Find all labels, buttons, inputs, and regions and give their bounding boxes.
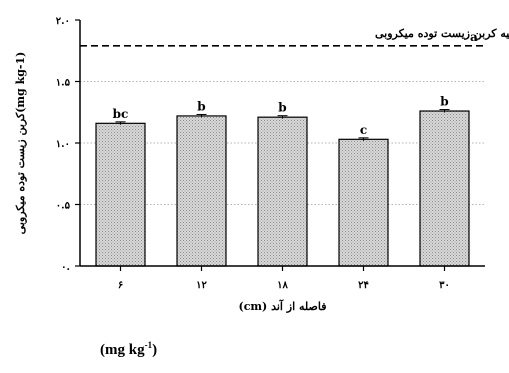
grid-lines bbox=[80, 81, 485, 205]
y-ticks: ۰. ۰.۵ ۱.۰ ۱.۵ ۲.۰ bbox=[56, 16, 80, 273]
y-tick-label-4: ۲.۰ bbox=[56, 16, 70, 27]
footer-unit-label: (mg kg-1) bbox=[100, 340, 157, 359]
y-tick-label-0: ۰. bbox=[61, 262, 70, 273]
footer-unit-superscript: -1 bbox=[144, 340, 153, 350]
x-tick-label-3: ۲۴ bbox=[358, 280, 369, 291]
reference-line-group: مقدار اولیه کربن زیست توده میکروبی a bbox=[80, 27, 509, 47]
bar-0 bbox=[95, 122, 146, 267]
significance-letter-1: b bbox=[197, 99, 205, 113]
bar-4 bbox=[419, 110, 470, 267]
x-axis-title: فاصله از آند (cm) bbox=[238, 299, 326, 313]
y-axis-title: (mg kg-1)کربن زیست توده میکروبی bbox=[14, 52, 27, 235]
significance-letter-0: bc bbox=[113, 107, 129, 121]
reference-line-label: مقدار اولیه کربن زیست توده میکروبی bbox=[375, 27, 509, 40]
bar-3 bbox=[338, 138, 389, 267]
footer-unit-text: (mg kg bbox=[100, 342, 145, 358]
x-tick-label-0: ۶ bbox=[118, 280, 123, 291]
bar-1 bbox=[176, 115, 227, 267]
reference-line-letter: a bbox=[470, 30, 478, 44]
bars: bcb bcb bbox=[95, 95, 470, 267]
y-tick-label-2: ۱.۰ bbox=[56, 139, 70, 150]
bar-2 bbox=[257, 116, 308, 267]
significance-letter-3: c bbox=[360, 123, 367, 137]
y-tick-label-1: ۰.۵ bbox=[56, 201, 71, 212]
significance-letter-4: b bbox=[440, 95, 448, 109]
x-ticks: ۶ ۱۲ ۱۸ ۲۴ ۳۰ bbox=[118, 266, 450, 291]
significance-letter-2: b bbox=[278, 101, 286, 115]
x-tick-label-1: ۱۲ bbox=[196, 280, 207, 291]
bar-chart: مقدار اولیه کربن زیست توده میکروبی a bcb… bbox=[14, 16, 509, 313]
y-tick-label-3: ۱.۵ bbox=[56, 78, 71, 89]
footer-unit-close: ) bbox=[152, 342, 158, 358]
x-tick-label-2: ۱۸ bbox=[277, 280, 288, 291]
x-tick-label-4: ۳۰ bbox=[439, 280, 450, 291]
